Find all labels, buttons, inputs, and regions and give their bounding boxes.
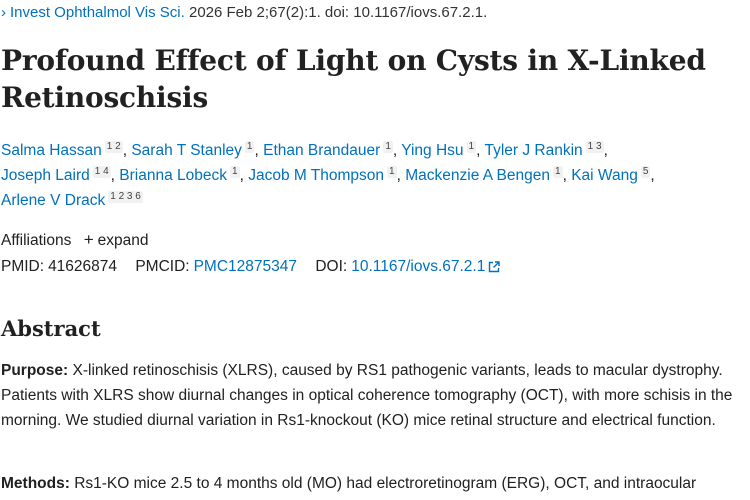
author-list: Salma Hassan 1 2, Sarah T Stanley 1, Ethan… [1, 141, 655, 209]
pmcid-link[interactable]: PMC12875347 [193, 258, 298, 275]
author-link[interactable]: Ethan Brandauer [263, 142, 381, 159]
affiliation-ref[interactable]: 1 [244, 141, 255, 153]
author-link[interactable]: Arlene V Drack [1, 192, 106, 209]
abstract-purpose: Purpose: X-linked retinoschisis (XLRS), … [1, 358, 746, 433]
doi-link[interactable]: 10.1167/iovs.67.2.1 [351, 258, 486, 275]
plus-icon: + [83, 230, 94, 249]
author-link[interactable]: Jacob M Thompson [248, 167, 385, 184]
affiliation-ref[interactable]: 1 [553, 166, 563, 178]
author-link[interactable]: Joseph Laird [1, 167, 90, 184]
methods-text: Rs1-KO mice 2.5 to 4 months old (MO) had… [74, 475, 697, 492]
author-link[interactable]: Mackenzie A Bengen [405, 167, 551, 184]
author-item: Mackenzie A Bengen 1 [405, 166, 563, 184]
citation-details: 2026 Feb 2;67(2):1. doi: 10.1167/iovs.67… [188, 4, 488, 21]
affiliation-ref[interactable]: 1 2 3 6 [108, 191, 143, 203]
purpose-label: Purpose: [1, 362, 69, 379]
affiliations-label: Affiliations [1, 232, 72, 249]
pmcid-label: PMCID: [135, 258, 190, 275]
author-item: Kai Wang 5 [571, 166, 651, 184]
abstract-heading: Abstract [1, 316, 101, 341]
author-item: Sarah T Stanley 1 [131, 141, 255, 159]
affiliation-ref[interactable]: 1 4 [92, 166, 111, 178]
expand-button[interactable]: expand [97, 232, 149, 249]
author-link[interactable]: Sarah T Stanley [131, 142, 242, 159]
author-link[interactable]: Kai Wang [571, 167, 638, 184]
author-item: Ethan Brandauer 1 [263, 141, 393, 159]
purpose-text: X-linked retinoschisis (XLRS), caused by… [1, 362, 733, 429]
author-item: Arlene V Drack 1 2 3 6 [1, 191, 143, 209]
author-link[interactable]: Ying Hsu [401, 142, 464, 159]
affiliation-ref[interactable]: 1 [466, 141, 477, 153]
pmid-value: 41626874 [48, 258, 118, 275]
author-item: Ying Hsu 1 [401, 141, 477, 159]
pmid-label: PMID: [1, 258, 45, 275]
author-item: Jacob M Thompson 1 [248, 166, 397, 184]
author-item: Salma Hassan 1 2 [1, 141, 123, 159]
affiliation-ref[interactable]: 1 [383, 141, 393, 153]
article-title: Profound Effect of Light on Cysts in X-L… [1, 44, 706, 114]
methods-label: Methods: [1, 475, 70, 492]
author-item: Tyler J Rankin 1 3 [484, 141, 604, 159]
identifier-row: PMID: 41626874 PMCID: PMC12875347 DOI: 10.1… [1, 258, 501, 278]
affiliation-ref[interactable]: 1 2 [104, 141, 123, 153]
affiliation-ref[interactable]: 1 [387, 166, 397, 178]
affiliation-ref[interactable]: 5 [640, 166, 651, 178]
author-item: Brianna Lobeck 1 [119, 166, 240, 184]
affiliation-ref[interactable]: 1 3 [585, 141, 604, 153]
author-item: Joseph Laird 1 4 [1, 166, 111, 184]
affiliation-ref[interactable]: 1 [230, 166, 240, 178]
author-link[interactable]: Brianna Lobeck [119, 167, 228, 184]
chevron-right-icon: › [1, 4, 6, 21]
doi-label: DOI: [315, 258, 348, 275]
author-link[interactable]: Tyler J Rankin [484, 142, 583, 159]
journal-link[interactable]: Invest Ophthalmol Vis Sci. [10, 4, 185, 21]
affiliations-toggle[interactable]: Affiliations + expand [1, 230, 148, 250]
external-link-icon[interactable] [488, 260, 501, 278]
abstract-methods: Methods: Rs1-KO mice 2.5 to 4 months old… [1, 471, 746, 496]
author-link[interactable]: Salma Hassan [1, 142, 102, 159]
citation-line: › Invest Ophthalmol Vis Sci. 2026 Feb 2;6… [1, 4, 487, 21]
